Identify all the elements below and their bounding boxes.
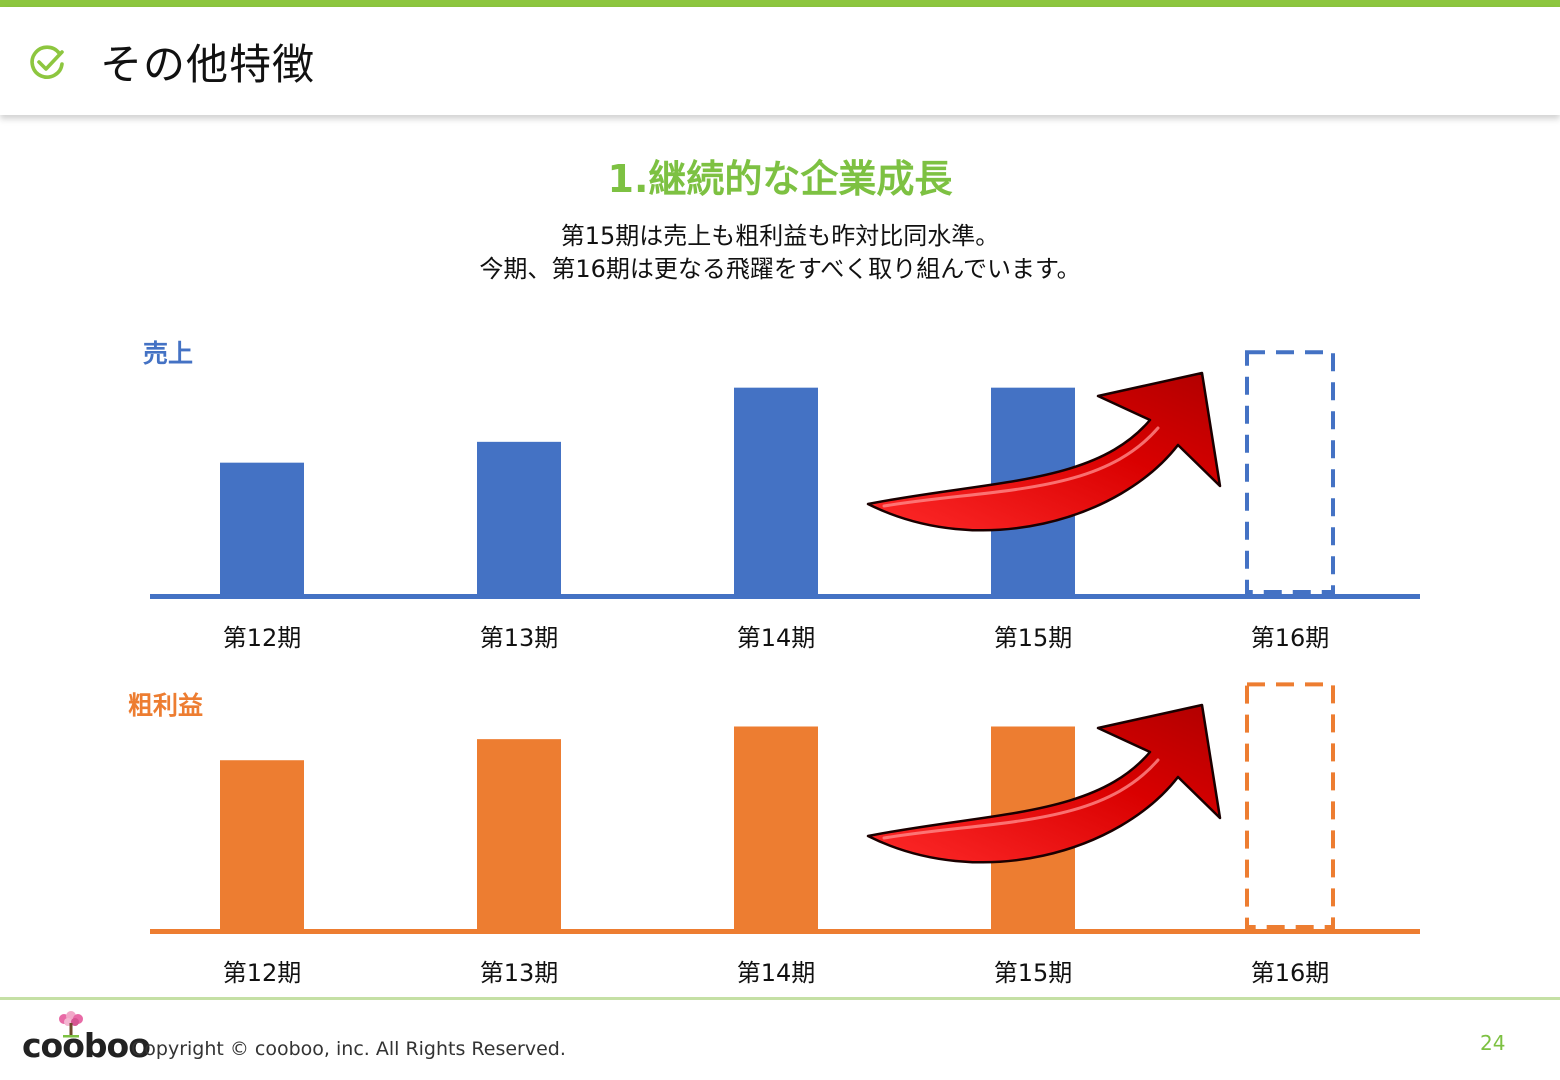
subtitle-line-1: 第15期は売上も粗利益も昨対比同水準。 xyxy=(560,222,1000,250)
subtitle-line-2: 今期、第16期は更なる飛躍をすべく取り組んでいます。 xyxy=(479,255,1081,283)
sales-bar-1 xyxy=(220,462,304,596)
sales-x-axis xyxy=(150,594,1420,599)
gross-profit-chart-label: 粗利益 xyxy=(128,691,204,720)
sales-growth-arrow xyxy=(866,371,1222,532)
footer-divider xyxy=(0,997,1560,1000)
company-logo: cooboo xyxy=(22,1026,151,1065)
sales-category-label-1: 第12期 xyxy=(223,624,302,652)
sales-bar-3 xyxy=(734,387,818,596)
copyright-text: Copyright © cooboo, inc. All Rights Rese… xyxy=(131,1038,566,1060)
check-circle-icon xyxy=(30,45,64,79)
profit-projected-bar xyxy=(1245,682,1335,930)
sales-chart-label: 売上 xyxy=(143,339,194,368)
profit-bar-3 xyxy=(734,726,818,931)
sales-projected-bar xyxy=(1245,350,1335,594)
sales-category-label-5: 第16期 xyxy=(1251,624,1330,652)
page-number: 24 xyxy=(1480,1031,1506,1055)
profit-x-axis xyxy=(150,929,1420,934)
tree-logo-icon xyxy=(59,1011,83,1038)
profit-category-label-3: 第14期 xyxy=(737,959,816,987)
profit-growth-arrow xyxy=(866,703,1222,864)
section-title: 1.継続的な企業成長 xyxy=(607,157,953,201)
sales-growth-arrow-highlight xyxy=(882,426,1160,508)
profit-category-label-4: 第15期 xyxy=(994,959,1073,987)
profit-growth-arrow-highlight xyxy=(882,758,1160,840)
gross-profit-bar-chart: 第12期 第13期 第14期 第15期 第16期 xyxy=(150,682,1420,987)
profit-category-label-1: 第12期 xyxy=(223,959,302,987)
profit-category-label-5: 第16期 xyxy=(1251,959,1330,987)
sales-bar-2 xyxy=(477,441,561,596)
top-accent-bar xyxy=(0,0,1560,7)
sales-category-label-4: 第15期 xyxy=(994,624,1073,652)
header: その他特徴 xyxy=(0,7,1560,115)
sales-bar-chart: 第12期 第13期 第14期 第15期 第16期 xyxy=(150,350,1420,652)
sales-category-label-3: 第14期 xyxy=(737,624,816,652)
profit-bar-1 xyxy=(220,760,304,931)
profit-category-label-2: 第13期 xyxy=(480,959,559,987)
sales-category-label-2: 第13期 xyxy=(480,624,559,652)
page-title: その他特徴 xyxy=(100,40,316,89)
section-subtitle: 第15期は売上も粗利益も昨対比同水準。 今期、第16期は更なる飛躍をすべく取り組… xyxy=(0,220,1560,286)
profit-bar-2 xyxy=(477,739,561,931)
